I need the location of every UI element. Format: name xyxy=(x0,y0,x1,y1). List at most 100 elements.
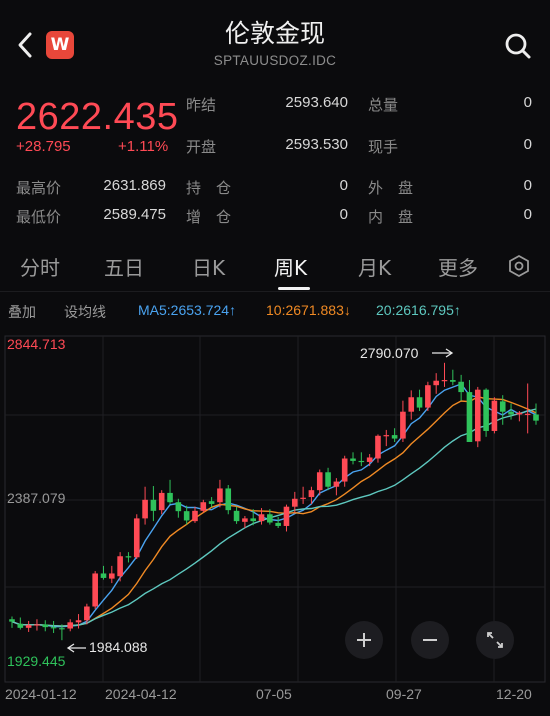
current-volume-label: 现手 xyxy=(368,138,399,156)
candle-body xyxy=(491,400,498,431)
candle-body xyxy=(383,435,390,437)
prev-close-label: 昨结 xyxy=(186,96,217,114)
ma5-line xyxy=(11,383,537,628)
price-change: +28.795 xyxy=(16,138,71,155)
expand-arrows-icon[interactable] xyxy=(476,621,514,659)
candle-body xyxy=(150,499,157,511)
ma20-value: 20:2616.795↑ xyxy=(376,302,461,318)
min-arrowhead xyxy=(66,643,75,653)
ma-setting-button[interactable]: 设均线 xyxy=(64,305,106,321)
candle-body xyxy=(158,492,165,511)
tab-daily-k[interactable]: 日K xyxy=(192,256,226,280)
candle-body xyxy=(483,389,489,431)
x-label-2: 2024-04-12 xyxy=(105,686,177,702)
x-label-3: 07-05 xyxy=(256,686,292,702)
ma20-line xyxy=(11,408,537,627)
candle-body xyxy=(416,397,423,408)
candle-body xyxy=(474,389,481,442)
candle-body xyxy=(17,623,24,628)
candle-body xyxy=(84,606,90,621)
candle-body xyxy=(499,401,506,412)
candle-body xyxy=(50,627,57,629)
y-mid-label: 2387.079 xyxy=(7,490,66,506)
candle-body xyxy=(200,502,207,511)
low-value: 2589.475 xyxy=(103,206,166,223)
candle-body xyxy=(325,472,331,487)
candle-body xyxy=(433,380,439,386)
candle-body xyxy=(75,620,82,623)
tab-more[interactable]: 更多 xyxy=(438,256,478,280)
candle-body xyxy=(458,381,464,393)
zoom-in-plus-icon[interactable] xyxy=(345,621,383,659)
candle-body xyxy=(42,624,49,628)
candle-body xyxy=(400,411,406,439)
candle-body xyxy=(250,518,257,522)
candle-body xyxy=(258,514,265,522)
kline-svg: 2844.713 2387.079 1929.445 2790.070 1984… xyxy=(4,335,546,702)
candle-body xyxy=(508,411,514,415)
x-label-5: 12-20 xyxy=(496,686,532,702)
tab-timeshare[interactable]: 分时 xyxy=(20,256,60,280)
add-value: 0 xyxy=(339,206,348,223)
inner-value: 0 xyxy=(523,206,532,223)
symbol-code: SPTAUUSDOZ.IDC xyxy=(213,53,337,68)
candle-body xyxy=(167,492,173,503)
hold-value: 0 xyxy=(339,177,348,194)
candle-body xyxy=(267,514,273,523)
high-label: 最高价 xyxy=(16,179,62,197)
candle-body xyxy=(275,522,281,526)
candle-body xyxy=(59,628,65,630)
candle-body xyxy=(183,511,190,521)
candle-body xyxy=(450,380,456,382)
header: W 伦敦金现 SPTAUUSDOZ.IDC xyxy=(0,0,550,84)
tab-five-day[interactable]: 五日 xyxy=(104,256,144,280)
overlay-button[interactable]: 叠加 xyxy=(8,305,36,321)
candle-body xyxy=(217,488,223,503)
candle-body xyxy=(175,502,182,512)
ma10-value: 10:2671.883↓ xyxy=(266,302,351,318)
candle-body xyxy=(300,497,306,499)
total-volume-label: 总量 xyxy=(368,96,399,114)
candle-body xyxy=(366,457,373,462)
outer-value: 0 xyxy=(523,177,532,194)
candle-body xyxy=(9,619,15,622)
ma5-value: MA5:2653.724↑ xyxy=(138,302,237,318)
search-icon[interactable] xyxy=(504,32,532,60)
candle-body xyxy=(524,413,531,415)
back-chevron-icon[interactable] xyxy=(14,30,38,60)
settings-hexagon-icon[interactable] xyxy=(507,254,531,278)
candle-body xyxy=(100,573,107,578)
x-label-1: 2024-01-12 xyxy=(5,686,77,702)
page-title: 伦敦金现 xyxy=(224,19,325,48)
tab-monthly-k[interactable]: 月K xyxy=(358,256,392,280)
candle-body xyxy=(358,460,365,463)
candle-body xyxy=(25,625,32,628)
candle-body xyxy=(316,472,323,491)
candle-body xyxy=(133,518,140,558)
candle-body xyxy=(533,414,539,421)
kline-chart[interactable]: 2844.713 2387.079 1929.445 2790.070 1984… xyxy=(0,332,550,716)
candle-body xyxy=(391,435,398,439)
y-min-label: 1929.445 xyxy=(7,653,66,669)
zoom-out-minus-icon[interactable] xyxy=(411,621,449,659)
open-value: 2593.530 xyxy=(285,136,348,153)
period-tabs: 分时 五日 日K 周K 月K 更多 xyxy=(0,240,550,292)
last-price: 2622.435 xyxy=(16,96,179,138)
candle-body xyxy=(375,435,381,459)
indicator-bar: 叠加 设均线 MA5:2653.724↑ 10:2671.883↓ 20:261… xyxy=(0,297,550,327)
inner-label: 内 盘 xyxy=(368,208,414,226)
add-label: 增 仓 xyxy=(186,208,232,226)
candle-body xyxy=(92,573,98,607)
min-annotation: 1984.088 xyxy=(89,639,148,655)
candle-body xyxy=(408,397,415,412)
tab-weekly-k[interactable]: 周K xyxy=(274,256,308,280)
app-logo-icon[interactable]: W xyxy=(46,31,74,59)
current-volume-value: 0 xyxy=(523,136,532,153)
max-annotation: 2790.070 xyxy=(360,345,419,361)
candle-body xyxy=(308,490,315,498)
candle-body xyxy=(109,573,115,579)
open-label: 开盘 xyxy=(186,138,217,156)
prev-close-value: 2593.640 xyxy=(285,94,348,111)
low-label: 最低价 xyxy=(16,208,62,226)
candle-body xyxy=(242,518,248,522)
